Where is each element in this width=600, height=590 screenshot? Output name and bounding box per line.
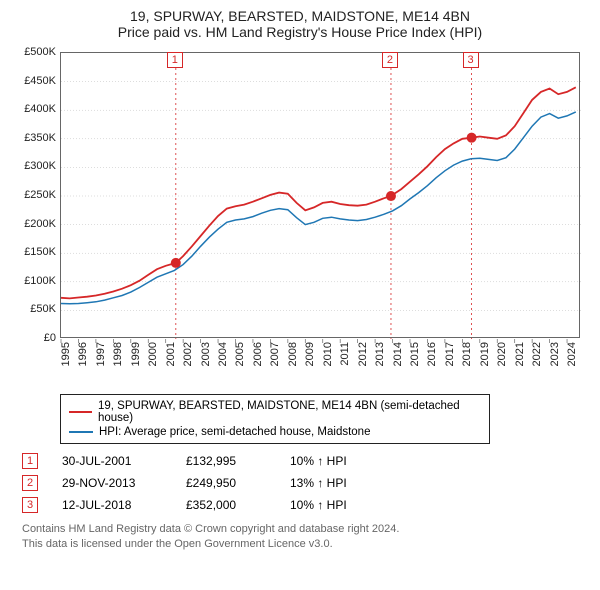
legend-swatch: [69, 431, 93, 433]
sale-point: [467, 133, 477, 143]
series-hpi: [61, 112, 576, 304]
chart-subtitle: Price paid vs. HM Land Registry's House …: [12, 24, 588, 40]
chart-area: £0 £50K £100K £150K £200K £250K £300K £350K £400…: [12, 46, 588, 386]
legend-item: 19, SPURWAY, BEARSTED, MAIDSTONE, ME14 4…: [69, 399, 481, 425]
x-tick-label: 2004: [217, 342, 229, 366]
sale-marker-box: 3: [463, 52, 479, 68]
legend-swatch: [69, 411, 92, 413]
y-tick-label: £50K: [30, 303, 56, 315]
x-tick-label: 2019: [479, 342, 491, 366]
y-axis-labels: £0£50K£100K£150K£200K£250K£300K£350K£400…: [12, 52, 58, 338]
x-tick-label: 1999: [130, 342, 142, 366]
attribution-line1: Contains HM Land Registry data © Crown c…: [22, 522, 588, 537]
x-tick-label: 2021: [514, 342, 526, 366]
x-tick-label: 2002: [182, 342, 194, 366]
y-tick-label: £200K: [24, 218, 56, 230]
y-tick-label: £500K: [24, 46, 56, 58]
legend: 19, SPURWAY, BEARSTED, MAIDSTONE, ME14 4…: [60, 394, 490, 444]
sale-date: 30-JUL-2001: [62, 454, 162, 468]
x-tick-label: 2000: [147, 342, 159, 366]
y-tick-label: £300K: [24, 160, 56, 172]
x-tick-label: 1997: [95, 342, 107, 366]
x-tick-label: 2014: [392, 342, 404, 366]
plot-svg: [61, 53, 579, 337]
x-tick-label: 2006: [252, 342, 264, 366]
chart-container: { "title": "19, SPURWAY, BEARSTED, MAIDS…: [0, 0, 600, 560]
x-tick-label: 1998: [112, 342, 124, 366]
sale-row: 3 12-JUL-2018 £352,000 10% ↑ HPI: [22, 494, 588, 516]
x-axis-labels: 1995 1996 1997 1998 1999 2000 2001 2002 2003 2004…: [60, 340, 580, 386]
x-tick-label: 2018: [461, 342, 473, 366]
chart-titles: 19, SPURWAY, BEARSTED, MAIDSTONE, ME14 4…: [12, 8, 588, 40]
series-property: [61, 87, 576, 298]
x-tick-label: 2020: [496, 342, 508, 366]
x-tick-label: 2013: [374, 342, 386, 366]
sale-date: 29-NOV-2013: [62, 476, 162, 490]
sale-price: £249,950: [186, 476, 266, 490]
x-tick-label: 2005: [234, 342, 246, 366]
y-tick-label: £250K: [24, 189, 56, 201]
x-tick-label: 2009: [304, 342, 316, 366]
attribution-line2: This data is licensed under the Open Gov…: [22, 537, 588, 552]
sale-pct-vs-hpi: 10% ↑ HPI: [290, 498, 380, 512]
sale-row-marker: 3: [22, 497, 38, 513]
sale-marker-box: 1: [167, 52, 183, 68]
sale-pct-vs-hpi: 10% ↑ HPI: [290, 454, 380, 468]
x-tick-label: 2001: [165, 342, 177, 366]
y-tick-label: £350K: [24, 132, 56, 144]
sale-row: 1 30-JUL-2001 £132,995 10% ↑ HPI: [22, 450, 588, 472]
sale-row-marker: 1: [22, 453, 38, 469]
x-tick-label: 2015: [409, 342, 421, 366]
sale-point: [171, 258, 181, 268]
x-tick-label: 1996: [77, 342, 89, 366]
sale-point: [386, 191, 396, 201]
y-tick-label: £0: [44, 332, 56, 344]
sale-row-marker: 2: [22, 475, 38, 491]
sale-price: £132,995: [186, 454, 266, 468]
sale-marker-box: 2: [382, 52, 398, 68]
y-tick-label: £100K: [24, 275, 56, 287]
x-tick-label: 2024: [566, 342, 578, 366]
legend-item: HPI: Average price, semi-detached house,…: [69, 425, 481, 439]
x-tick-label: 2023: [549, 342, 561, 366]
x-tick-label: 2008: [287, 342, 299, 366]
y-tick-label: £400K: [24, 103, 56, 115]
x-tick-label: 2010: [322, 342, 334, 366]
legend-label: 19, SPURWAY, BEARSTED, MAIDSTONE, ME14 4…: [98, 400, 481, 424]
sale-date: 12-JUL-2018: [62, 498, 162, 512]
chart-title: 19, SPURWAY, BEARSTED, MAIDSTONE, ME14 4…: [12, 8, 588, 24]
sale-price: £352,000: [186, 498, 266, 512]
attribution: Contains HM Land Registry data © Crown c…: [22, 522, 588, 552]
sale-row: 2 29-NOV-2013 £249,950 13% ↑ HPI: [22, 472, 588, 494]
x-tick-label: 2017: [444, 342, 456, 366]
plot-area: [60, 52, 580, 338]
legend-label: HPI: Average price, semi-detached house,…: [99, 426, 370, 438]
x-tick-label: 2007: [269, 342, 281, 366]
x-tick-label: 2011: [339, 342, 351, 366]
sales-table: 1 30-JUL-2001 £132,995 10% ↑ HPI 2 29-NOV-201…: [22, 450, 588, 516]
y-tick-label: £450K: [24, 75, 56, 87]
x-tick-label: 1995: [60, 342, 72, 366]
y-tick-label: £150K: [24, 246, 56, 258]
x-tick-label: 2012: [357, 342, 369, 366]
sale-pct-vs-hpi: 13% ↑ HPI: [290, 476, 380, 490]
x-tick-label: 2022: [531, 342, 543, 366]
x-tick-label: 2003: [200, 342, 212, 366]
x-tick-label: 2016: [426, 342, 438, 366]
